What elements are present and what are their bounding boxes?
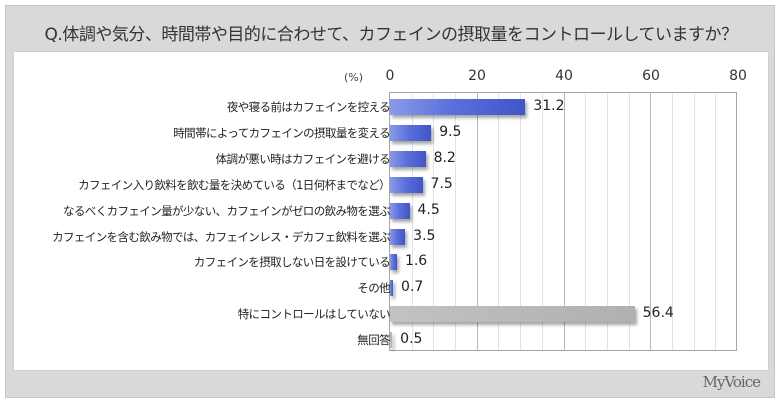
gridline (715, 93, 717, 350)
gridline (671, 93, 673, 350)
gridline (563, 93, 565, 350)
value-label: 3.5 (413, 227, 436, 244)
bar-row: 無回答 0.5 (14, 327, 768, 353)
brand-logo: MyVoice (702, 373, 761, 391)
bar (390, 176, 423, 193)
gridline (650, 93, 652, 350)
bar-row: カフェインを含む飲み物では、カフェインレス・デカフェ飲料を選ぶ 3.5 (14, 224, 768, 250)
value-label: 1.6 (404, 253, 428, 270)
category-label: なるべくカフェイン量が少ない、カフェインがゼロの飲み物を選ぶ (63, 203, 391, 218)
chart-panel: (%) 0 20 40 60 80 夜や寝る前はカフェインを控える 31.2 時間帯… (13, 51, 769, 371)
bar (390, 124, 432, 141)
gridline (455, 93, 457, 350)
bar-row: その他 0.7 (14, 275, 768, 301)
category-label: 時間帯によってカフェインの摂取量を変える (173, 125, 390, 140)
value-label: 7.5 (430, 175, 453, 192)
axis-tick: 60 (642, 68, 660, 84)
gridline (606, 93, 608, 350)
category-label: カフェイン入り飲料を飲む量を決めている（1日何杯までなど） (78, 177, 391, 192)
bar-row: カフェインを摂取しない日を設けている 1.6 (14, 249, 768, 275)
bar-row: 時間帯によってカフェインの摂取量を変える 9.5 (14, 120, 768, 146)
bar (390, 254, 397, 271)
value-label: 9.5 (439, 123, 462, 140)
category-label: その他 (357, 281, 390, 296)
gridline (433, 93, 435, 350)
bar (390, 150, 426, 167)
bar (390, 332, 393, 349)
axis-tick: 20 (468, 68, 486, 84)
axis-tick: 0 (385, 68, 395, 84)
gridline (411, 93, 413, 350)
bar-row: 夜や寝る前はカフェインを控える 31.2 (14, 94, 768, 120)
value-label: 56.4 (642, 305, 674, 322)
gridline (541, 93, 543, 350)
gridline (520, 93, 522, 350)
gridline (585, 93, 587, 350)
category-label: カフェインを摂取しない日を設けている (193, 255, 391, 270)
value-label: 31.2 (533, 98, 565, 114)
value-label: 0.7 (401, 279, 424, 296)
gridline (476, 93, 478, 350)
bar (390, 280, 394, 297)
brand-logo-text: MyVoice (702, 373, 761, 391)
bar (390, 228, 406, 245)
category-label: 体調が悪い時はカフェインを避ける (215, 151, 391, 166)
category-label: 無回答 (357, 333, 390, 348)
bar (390, 306, 635, 323)
axis-unit-label: (%) (344, 71, 364, 84)
gridline (498, 93, 500, 350)
bar (390, 99, 526, 115)
gridline (693, 93, 695, 350)
chart-title: Q.体調や気分、時間帯や目的に合わせて、カフェインの摂取量をコントロールしていま… (44, 25, 738, 45)
axis-tick: 80 (729, 68, 747, 84)
value-label: 0.5 (400, 331, 423, 348)
bar-row: 特にコントロールはしていない 56.4 (14, 301, 768, 327)
category-label: カフェインを含む飲み物では、カフェインレス・デカフェ飲料を選ぶ (52, 229, 391, 244)
category-label: 特にコントロールはしていない (237, 307, 391, 322)
chart-frame: Q.体調や気分、時間帯や目的に合わせて、カフェインの摂取量をコントロールしていま… (5, 5, 775, 398)
bar (390, 202, 410, 219)
bar-row: なるべくカフェイン量が少ない、カフェインがゼロの飲み物を選ぶ 4.5 (14, 198, 768, 224)
value-label: 4.5 (417, 201, 440, 218)
category-label: 夜や寝る前はカフェインを控える (226, 100, 391, 114)
gridline (628, 93, 630, 350)
axis-tick: 40 (555, 68, 573, 84)
bar-row: カフェイン入り飲料を飲む量を決めている（1日何杯までなど） 7.5 (14, 172, 768, 198)
value-label: 8.2 (433, 149, 456, 166)
bar-row: 体調が悪い時はカフェインを避ける 8.2 (14, 146, 768, 172)
